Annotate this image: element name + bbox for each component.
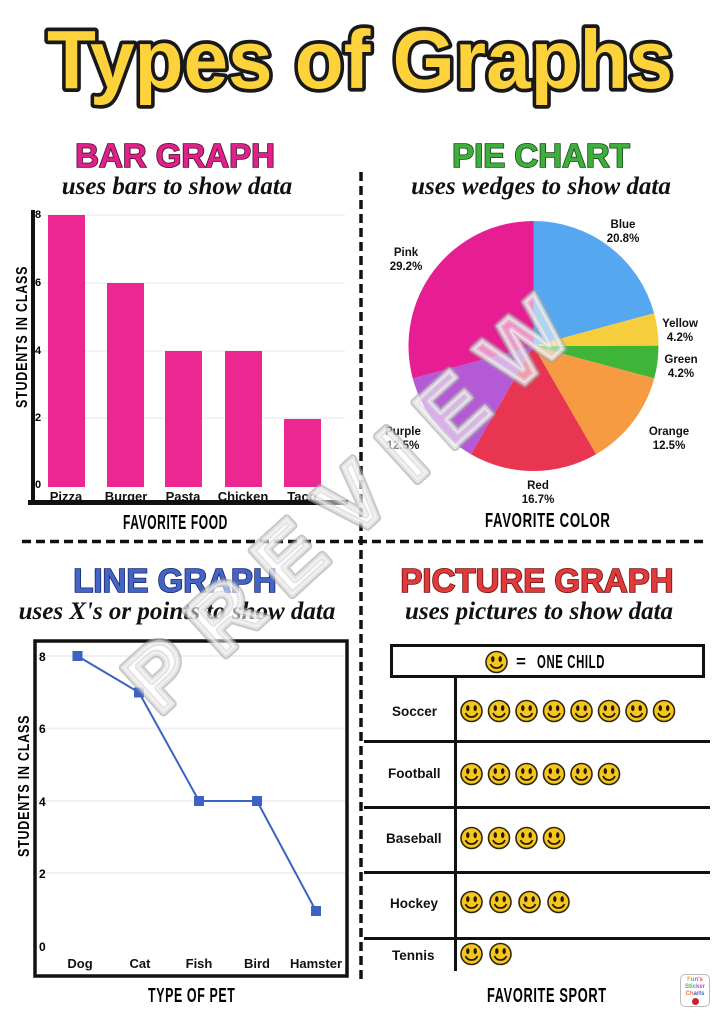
svg-text:PREVIEW: PREVIEW [105,262,606,731]
svg-text:uses X's or points to show dat: uses X's or points to show data [19,598,336,625]
svg-text:Types of Graphs: Types of Graphs [47,13,673,106]
svg-text:LINE GRAPH: LINE GRAPH [73,562,277,599]
svg-text:uses pictures to show data: uses pictures to show data [405,598,673,625]
svg-text:uses bars to show data: uses bars to show data [62,173,293,200]
svg-text:BAR GRAPH: BAR GRAPH [75,137,275,174]
svg-text:PIE CHART: PIE CHART [452,137,630,174]
svg-text:uses wedges to show data: uses wedges to show data [411,173,671,200]
svg-text:PICTURE GRAPH: PICTURE GRAPH [400,562,673,599]
